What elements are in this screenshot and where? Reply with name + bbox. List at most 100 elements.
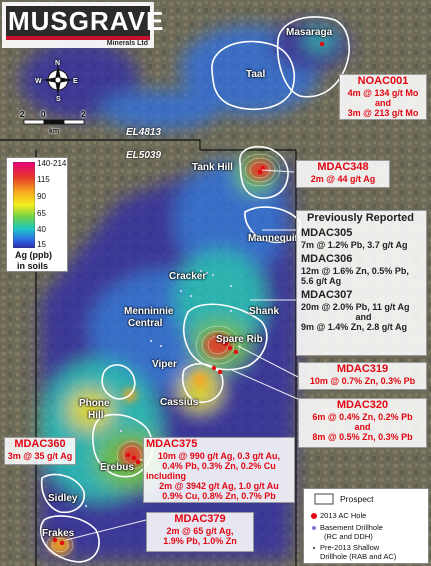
contour-rings	[46, 153, 281, 557]
ag-scale-legend: 140-214 115 90 65 40 15 Ag (ppb) in soil…	[6, 157, 68, 272]
place-label-hill: Hill	[88, 410, 104, 421]
place-label-shank: Shank	[249, 306, 280, 317]
callout-line: 8m @ 0.5% Zn, 0.3% Pb	[312, 432, 413, 442]
prospect-outline-cassius	[182, 363, 224, 403]
callout-id: MDAC307	[301, 289, 353, 301]
callout-id: NOAC001	[357, 75, 409, 87]
south-label: S	[56, 96, 61, 103]
scale-tick: 15	[37, 240, 46, 249]
callout-line: including	[146, 471, 186, 481]
place-label-mannequin: Mannequin	[248, 233, 301, 244]
scale-label-left: 2	[20, 110, 25, 119]
colour-ramp	[13, 162, 35, 248]
prospect-outline-phone-hill	[101, 364, 136, 400]
place-label-erebus: Erebus	[100, 462, 134, 473]
scale-tick: 140-214	[37, 159, 67, 168]
logo-name: MUSGRAVE	[8, 6, 165, 36]
place-label-central: Central	[128, 318, 163, 329]
prospect-outline-masaraga	[276, 16, 350, 98]
callout-id: MDAC319	[336, 363, 389, 375]
scale-label-mid: 0	[41, 110, 46, 119]
callout-line: 0.9% Cu, 0.8% Zn, 0.7% Pb	[162, 491, 276, 501]
callout-line: 3m @ 35 g/t Ag	[7, 451, 73, 461]
place-label-cassius: Cassius	[160, 397, 199, 408]
soil-hotspots	[48, 160, 272, 555]
callout-mdac360: MDAC360 3m @ 35 g/t Ag	[4, 437, 76, 465]
prospect-outline-sidley	[40, 473, 85, 514]
callout-line: 9m @ 1.4% Zn, 2.8 g/t Ag	[301, 322, 407, 332]
prospect-outline-mannequin	[244, 206, 301, 244]
place-label-viper: Viper	[152, 359, 177, 370]
callout-line: 4m @ 134 g/t Mo	[347, 88, 419, 98]
scale-tick: 40	[37, 225, 46, 234]
callout-id: MDAC306	[301, 253, 353, 265]
callout-line: 3m @ 213 g/t Mo	[347, 108, 419, 118]
callout-mdac320: MDAC320 6m @ 0.4% Zn, 0.2% Pb and 8m @ 0…	[298, 398, 427, 448]
north-arrow-icon	[42, 64, 74, 96]
callout-mdac319: MDAC319 10m @ 0.7% Zn, 0.3% Pb	[298, 362, 427, 390]
legend-shallow-1: Pre-2013 Shallow	[320, 543, 380, 552]
scale-tick: 65	[37, 209, 46, 218]
legend-ac-hole: 2013 AC Hole	[320, 511, 367, 520]
legend-shallow-2: Drillhole (RAB and AC)	[320, 552, 397, 561]
callout-id: MDAC360	[14, 438, 66, 450]
prospect-outline-spare-rib	[182, 303, 268, 371]
callout-noac001: NOAC001 4m @ 134 g/t Mo and 3m @ 213 g/t…	[339, 74, 427, 120]
place-label-masaraga: Masaraga	[286, 27, 333, 38]
callout-id: MDAC379	[174, 513, 226, 525]
scale-legend-subtitle: in soils	[17, 261, 49, 271]
place-label-menninnie: Menninnie	[124, 306, 174, 317]
callout-id: MDAC348	[317, 161, 369, 173]
scale-legend-title: Ag (ppb)	[15, 250, 52, 260]
place-label-spare-rib: Spare Rib	[216, 334, 263, 345]
callout-id: MDAC375	[146, 438, 198, 450]
previously-reported-title: Previously Reported	[307, 212, 414, 224]
callout-previously-reported: Previously Reported MDAC305 7m @ 1.2% Pb…	[296, 210, 427, 356]
place-label-phone: Phone	[79, 398, 110, 409]
tenement-label-el5039: EL5039	[126, 150, 162, 161]
leader-lines	[49, 169, 301, 541]
callout-line: 0.4% Pb, 0.3% Zn, 0.2% Cu	[162, 461, 276, 471]
callout-line: 2m @ 3942 g/t Ag, 1.0 g/t Au	[159, 481, 279, 491]
scale-tick: 90	[37, 192, 46, 201]
callout-line: and	[354, 422, 371, 432]
callout-mdac379: MDAC379 2m @ 65 g/t Ag, 1.9% Pb, 1.0% Zn	[146, 512, 254, 552]
callout-line: 2m @ 44 g/t Ag	[310, 174, 376, 184]
west-label: W	[35, 78, 42, 85]
callout-line: and	[355, 312, 372, 322]
company-logo: MUSGRAVE Minerals Ltd	[2, 2, 165, 48]
callout-line: 7m @ 1.2% Pb, 3.7 g/t Ag	[301, 240, 408, 250]
callout-id: MDAC320	[336, 399, 389, 411]
ac-hole-icon	[311, 513, 317, 519]
prospect-outline-erebus	[92, 413, 154, 478]
logo-mark-icon	[6, 6, 150, 40]
callout-line: 2m @ 65 g/t Ag,	[166, 526, 234, 536]
legend-basement-2: (RC and DDH)	[324, 532, 373, 541]
prospect-outline-frakes	[39, 515, 100, 563]
symbol-legend: Prospect 2013 AC Hole Basement Drillhole…	[303, 488, 429, 564]
callout-line: 12m @ 1.6% Zn, 0.5% Pb,	[301, 266, 409, 276]
scale-tick: 115	[37, 175, 50, 184]
prospect-swatch-icon	[314, 493, 334, 505]
legend-basement-1: Basement Drillhole	[320, 523, 383, 532]
scale-bar	[23, 119, 85, 125]
callout-line: 1.9% Pb, 1.0% Zn	[163, 536, 237, 546]
callout-line: 10m @ 0.7% Zn, 0.3% Pb	[309, 376, 416, 386]
callout-line: and	[374, 98, 391, 108]
callout-mdac348: MDAC348 2m @ 44 g/t Ag	[296, 160, 390, 188]
scale-label-right: 2	[81, 110, 86, 119]
northern-soil-anomaly	[20, 20, 350, 130]
callout-line: 6m @ 0.4% Zn, 0.2% Pb	[312, 412, 413, 422]
callout-line: 10m @ 990 g/t Ag, 0.3 g/t Au,	[157, 451, 281, 461]
basement-drillhole-icon	[312, 526, 316, 530]
place-label-cracker: Cracker	[169, 271, 207, 282]
callout-id: MDAC305	[301, 227, 353, 239]
prospect-outlines	[39, 16, 350, 563]
place-label-tank-hill: Tank Hill	[192, 162, 233, 173]
prospect-outline-tank-hill	[239, 146, 289, 199]
place-label-sidley: Sidley	[48, 493, 78, 504]
north-label: N	[55, 60, 61, 67]
shallow-drillhole-icon	[313, 547, 315, 549]
callout-mdac375: MDAC375 10m @ 990 g/t Ag, 0.3 g/t Au, 0.…	[143, 437, 295, 503]
